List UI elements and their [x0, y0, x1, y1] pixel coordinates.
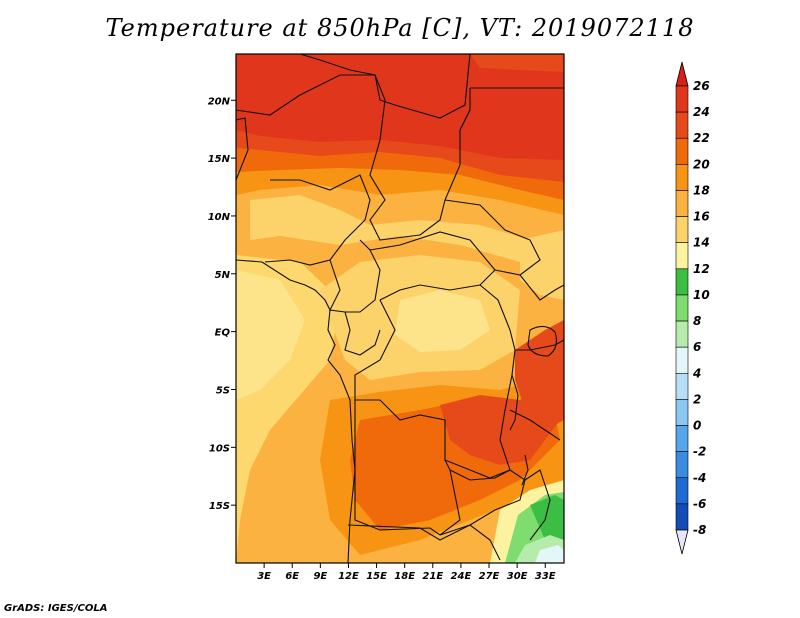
colorbar-label: 4	[692, 366, 701, 380]
colorbar-label: 16	[693, 210, 710, 224]
colorbar-bin	[675, 320, 689, 348]
field-sahel-light	[250, 195, 560, 262]
field-east-hot	[515, 320, 564, 430]
colorbar-bin	[675, 346, 689, 374]
x-tick-label: 15E	[366, 571, 387, 582]
field-west-coast-pale	[236, 270, 305, 400]
border-niger-mali	[236, 74, 375, 116]
colorbar-bin	[675, 399, 689, 426]
colorbar-label: 8	[693, 314, 701, 328]
border-chad	[369, 74, 471, 241]
map-frame	[235, 53, 565, 564]
border-east	[509, 274, 564, 541]
border-car	[369, 231, 496, 301]
border-congo-gabon	[344, 311, 381, 356]
y-tick-label: 5N	[215, 270, 231, 281]
colorbar-bin	[675, 85, 689, 113]
colorbar-label: 26	[693, 79, 710, 93]
y-tick-label: 5S	[216, 385, 230, 396]
field-southeast-cyan	[535, 545, 564, 563]
colorbar-label: 20	[693, 157, 710, 171]
x-tick-label: 9E	[313, 571, 327, 582]
colorbar-label: 18	[693, 183, 710, 197]
colorbar-label: -6	[693, 497, 706, 511]
colorbar-bin	[675, 372, 689, 400]
border-nigeria	[264, 174, 371, 266]
field-southeast-green-dark	[530, 495, 564, 545]
colorbar-bin	[675, 164, 689, 191]
colorbar-label: 2	[693, 392, 701, 406]
colorbar-bin	[675, 137, 689, 165]
colorbar-bin	[675, 294, 689, 322]
colorbar-bin	[675, 216, 689, 244]
colorbar-label: 14	[693, 236, 710, 250]
country-borders	[236, 54, 564, 563]
field-central-pale	[395, 290, 490, 352]
lake-victoria	[527, 325, 557, 357]
colorbar-label: -4	[693, 471, 706, 485]
colorbar-bin	[675, 242, 689, 270]
colorbar-label: -8	[693, 523, 706, 537]
x-tick-label: 27E	[479, 571, 500, 582]
colorbar-label: 22	[693, 131, 710, 145]
lake-tanganyika	[509, 374, 519, 431]
colorbar-bin	[675, 190, 689, 217]
x-tick-label: 6E	[285, 571, 299, 582]
colorbar-bin	[675, 451, 689, 479]
x-tick-label: 18E	[394, 571, 415, 582]
y-tick-label: 20N	[208, 96, 231, 107]
chart-title: Temperature at 850hPa [C], VT: 201907211…	[105, 14, 695, 42]
border-angola	[354, 400, 461, 536]
colorbar-bin	[675, 111, 689, 139]
lake-malawi	[521, 454, 529, 486]
colorbar-label: 10	[693, 288, 710, 302]
colorbar-label: -2	[693, 445, 706, 459]
border-namibia	[347, 524, 501, 561]
y-tick-label: EQ	[215, 328, 231, 339]
border-algeria-libya	[299, 54, 471, 119]
field-east-highland	[520, 230, 564, 300]
colorbar-bottom-arrow	[675, 529, 689, 555]
x-tick-label: 12E	[338, 571, 359, 582]
y-tick-label: 15N	[208, 154, 231, 165]
colorbar-bin	[675, 268, 689, 296]
x-tick-label: 33E	[535, 571, 556, 582]
x-axis: 3E 6E 9E 12E 15E 18E 21E 24E 27E 30E 33E	[257, 563, 556, 582]
temperature-field	[236, 54, 564, 563]
border-cameroon	[329, 239, 381, 313]
x-tick-label: 24E	[451, 571, 472, 582]
colorbar-label: 0	[693, 419, 701, 433]
x-tick-label: 21E	[422, 571, 443, 582]
colorbar-bin	[675, 425, 689, 452]
y-tick-label: 15S	[209, 501, 230, 512]
border-drc	[354, 284, 516, 479]
colorbar-top-arrow	[675, 61, 689, 87]
grads-credit: GrADS: IGES/COLA	[4, 603, 108, 614]
border-sudan	[459, 87, 564, 131]
colorbar-label: 12	[693, 262, 710, 276]
x-tick-label: 3E	[257, 571, 271, 582]
coastline	[236, 117, 356, 563]
y-axis: 20N 15N 10N 5N EQ 5S 10S 15S	[208, 96, 236, 512]
colorbar-label: 6	[693, 340, 701, 354]
colorbar-label: 24	[693, 105, 710, 119]
y-tick-label: 10S	[209, 443, 230, 454]
y-tick-label: 10N	[208, 212, 231, 223]
colorbar-bin	[675, 477, 689, 505]
x-tick-label: 30E	[507, 571, 528, 582]
colorbar-bin	[675, 503, 689, 531]
